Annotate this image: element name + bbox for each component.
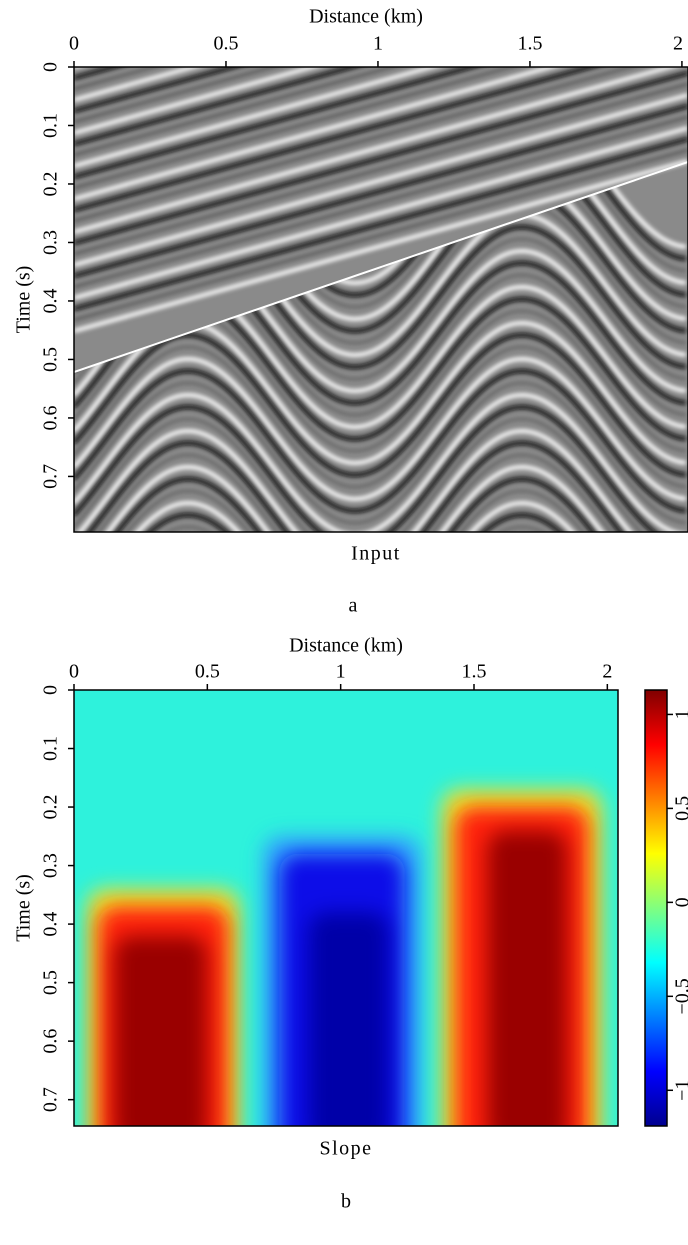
colorbar-tick-label: 1 [672,709,688,719]
slope-image [74,690,618,1126]
y-tick-label: 0.6 [40,1029,62,1054]
slope-region [114,935,208,1126]
event [74,67,515,189]
seismic-image [74,0,688,703]
event [74,149,688,321]
event [115,476,595,532]
upper-layer [74,67,688,372]
event [74,93,688,267]
boundary [74,161,688,373]
x-axis-label: Distance (km) [309,6,423,28]
y-tick-label: 0.2 [40,171,62,196]
event [74,417,643,532]
y-tick-label: 0.4 [40,912,62,937]
event [74,67,598,212]
event [74,83,688,255]
event [74,67,201,102]
y-tick-label: 0.2 [40,795,62,820]
x-tick-label: 0.5 [195,661,220,683]
event [105,464,605,532]
event [74,126,688,300]
event [74,356,687,502]
panel-title: Input [351,543,401,565]
colorbar-tick-label: −0.5 [672,978,688,1014]
event [74,159,688,333]
y-tick-label: 0.6 [40,405,62,430]
colorbar [644,689,668,1127]
event [74,67,241,113]
event [74,67,479,179]
event [74,67,440,168]
y-tick-label: 0 [40,685,62,695]
y-tick-label: 0 [40,62,62,72]
event [74,67,320,135]
event [74,381,687,525]
x-tick-label: 2 [602,661,612,683]
panel-title: Slope [319,1138,372,1160]
colorbar-tick-label: −1 [672,1080,688,1101]
event [74,104,688,278]
event [77,428,633,532]
y-axis-label: Time (s) [13,266,35,334]
event [74,67,396,156]
event [74,67,277,123]
event [74,137,688,311]
event [74,392,681,532]
event [74,404,657,532]
plot-frame [73,689,619,1127]
event [87,440,623,532]
y-tick-label: 0.4 [40,288,62,313]
x-axis-label: Distance (km) [289,635,403,657]
plot-frame [73,66,688,533]
y-tick-label: 0.5 [40,970,62,995]
event [74,551,686,691]
event [74,345,687,489]
event [74,67,634,222]
slope-region [308,912,389,1126]
event [74,71,688,245]
x-tick-label: 0.5 [213,33,238,55]
panel-caption: b [341,1191,351,1213]
event [147,512,563,532]
y-tick-label: 0.5 [40,347,62,372]
x-tick-label: 1.5 [517,33,542,55]
panel-caption: a [349,595,358,617]
y-tick-label: 0.3 [40,230,62,255]
y-tick-label: 0.1 [40,113,62,138]
event [74,67,559,201]
y-tick-label: 0.7 [40,1087,62,1112]
event [135,500,575,532]
y-tick-label: 0.3 [40,853,62,878]
event [74,0,688,1]
x-tick-label: 1 [373,33,383,55]
x-tick-label: 0 [69,33,79,55]
event [74,116,688,288]
x-tick-label: 2 [673,33,683,55]
event [165,525,545,532]
colorbar-tick-label: 0 [672,897,688,907]
slope-region [487,830,568,1126]
x-tick-label: 0 [69,661,79,683]
y-tick-label: 0.7 [40,464,62,489]
event [74,368,687,514]
event [74,563,686,703]
y-tick-label: 0.1 [40,736,62,761]
event [125,489,585,532]
event [97,453,613,532]
event [74,67,678,234]
y-axis-label: Time (s) [13,874,35,942]
event [74,67,360,146]
x-tick-label: 1.5 [462,661,487,683]
x-tick-label: 1 [336,661,346,683]
colorbar-tick-label: 0.5 [672,796,688,821]
